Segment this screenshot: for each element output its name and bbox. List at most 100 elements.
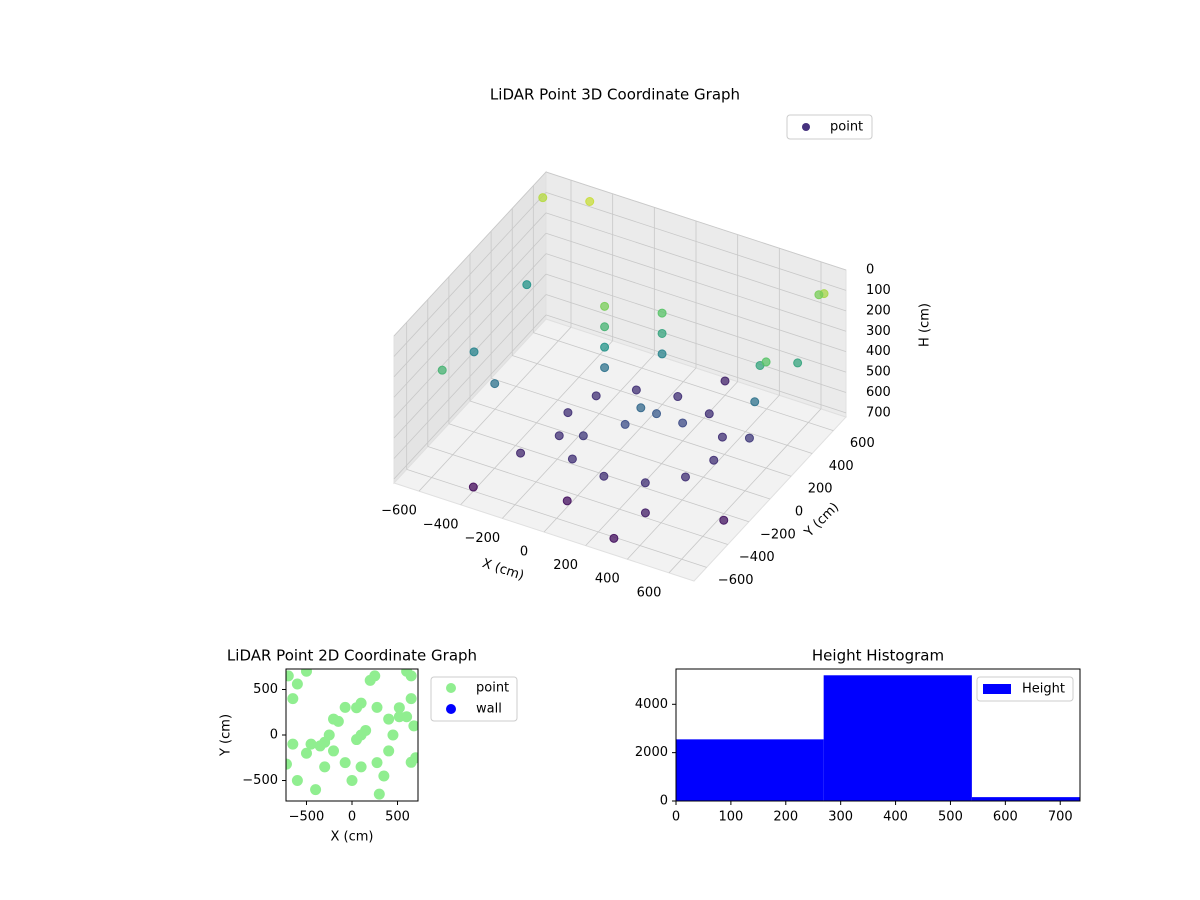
y-tick-label: 600 (850, 436, 875, 451)
y-tick-label: −200 (760, 527, 796, 542)
point (408, 720, 418, 732)
point (287, 738, 299, 750)
x-tick-label: 400 (595, 572, 620, 587)
chart-2d: point wall −500 0 500 −500 0 500 X (cm) Y (cm) LiD… (219, 647, 518, 845)
grid-line (393, 273, 547, 439)
point (393, 702, 405, 714)
grid-line (427, 446, 728, 545)
point (600, 322, 610, 332)
point (319, 736, 331, 748)
z-tick-label: 600 (866, 385, 891, 400)
chart-title: Height Histogram (812, 647, 944, 665)
point (351, 702, 363, 714)
legend-label: wall (476, 702, 502, 717)
point (490, 379, 500, 389)
y-tick-label: 400 (829, 459, 854, 474)
point (522, 280, 532, 290)
point (814, 290, 824, 300)
z-tick-label: 400 (866, 344, 891, 359)
chart-histogram: 0 100 200 300 400 500 600 700 0 2000 4000 Height Hei… (635, 647, 1081, 825)
point (538, 193, 548, 203)
grid-line (545, 232, 847, 332)
point (355, 761, 367, 773)
point (673, 392, 683, 402)
chart-title: LiDAR Point 2D Coordinate Graph (227, 647, 477, 665)
point (437, 365, 447, 375)
z-axis-label: H (cm) (918, 303, 933, 347)
y-tick-label: −400 (739, 550, 775, 565)
point (657, 349, 667, 359)
x-tick-label: 500 (385, 810, 410, 825)
point (369, 670, 381, 682)
x-tick-label: 0 (520, 545, 528, 560)
grid-line (545, 212, 847, 312)
x-tick-label: 200 (773, 810, 798, 825)
z-tick-label: 700 (866, 405, 891, 420)
point (591, 391, 601, 401)
point (319, 761, 331, 773)
point (636, 403, 646, 413)
point (332, 715, 344, 727)
grid-line (393, 192, 547, 357)
x-tick-label: 200 (553, 558, 578, 573)
point (373, 788, 385, 800)
z-tick-label: 200 (866, 303, 891, 318)
point (761, 357, 771, 367)
grid-line (406, 468, 707, 568)
y-axis-label: Y (cm) (219, 714, 234, 757)
point (599, 471, 609, 481)
y-tick-label: 0 (270, 728, 278, 743)
x-tick-label: −400 (423, 517, 459, 532)
point (563, 408, 573, 418)
x-tick-label: 500 (938, 810, 963, 825)
point (339, 757, 351, 769)
legend-label: point (476, 681, 509, 696)
point (609, 533, 619, 543)
point (562, 496, 572, 506)
point (378, 770, 390, 782)
legend-box (786, 114, 873, 140)
point (600, 342, 610, 352)
point (383, 713, 395, 725)
grid-line (393, 314, 547, 480)
grid-line (393, 212, 547, 378)
x-tick-label: 600 (993, 810, 1018, 825)
plot-area (676, 675, 1080, 801)
point (750, 397, 760, 407)
point (401, 711, 413, 723)
grid-line (393, 253, 547, 418)
point (291, 775, 303, 787)
grid-line (545, 253, 847, 353)
z-tick-label: 300 (866, 324, 891, 339)
point (405, 693, 417, 705)
x-tick-label: −600 (381, 504, 417, 519)
point (704, 409, 714, 419)
grid-line (469, 400, 771, 500)
point (287, 693, 299, 705)
chart-3d: −600 −400 −200 0 200 400 600 −600 −400 −200 0 200 40… (381, 86, 932, 601)
y-tick-label: 500 (253, 682, 278, 697)
point (468, 482, 478, 492)
legend-box (430, 676, 518, 722)
point (371, 757, 383, 769)
bar (823, 675, 972, 801)
point (346, 775, 358, 787)
x-tick-label: 0 (348, 810, 356, 825)
legend-label: Height (1022, 682, 1065, 697)
legend-label: point (830, 120, 863, 135)
point (678, 418, 688, 428)
point (339, 701, 351, 713)
axes-frame (675, 668, 1081, 802)
grid-line (393, 294, 547, 459)
plot-area (286, 669, 418, 800)
x-axis-label: X (cm) (480, 556, 526, 584)
y-tick-label: 0 (795, 505, 803, 520)
x-tick-label: −200 (464, 531, 500, 546)
legend-box (976, 676, 1074, 702)
point (657, 328, 667, 338)
point (631, 385, 641, 395)
point (351, 734, 363, 746)
grid-line (393, 171, 547, 337)
grid-line (545, 273, 847, 373)
